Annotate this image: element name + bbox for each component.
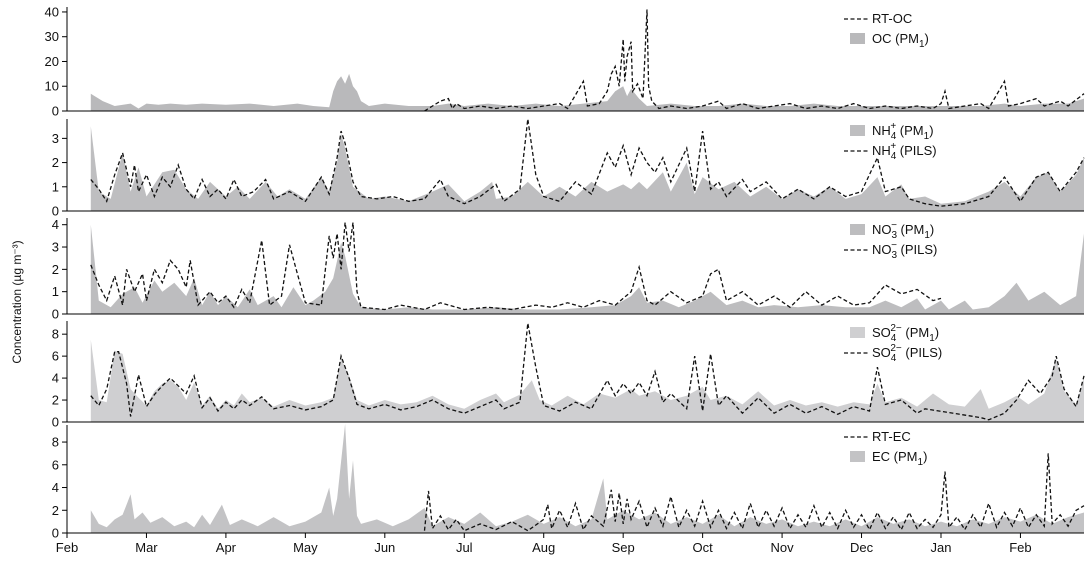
nh4-legend: NH4+ (PM1)NH4+ (PILS) (844, 121, 937, 162)
x-axis: Feb Mar Apr May Jun Jul Aug Sep Oct Nov Dec Jan Feb (56, 533, 1032, 555)
no3-legend-area-swatch (850, 224, 865, 235)
so4-legend-area-swatch (850, 327, 865, 338)
nh4-line-series (90, 118, 1085, 207)
oc-y-tick-label: 40 (45, 4, 59, 19)
x-tick-label: Mar (135, 540, 158, 555)
no3-line-series (90, 222, 942, 311)
no3-y-tick-label: 1 (52, 284, 59, 299)
ec-y-tick-label: 4 (52, 480, 59, 495)
y-axis-label: Concentration (µg m⁻³) (10, 240, 24, 363)
nh4-y-tick-label: 1 (52, 179, 59, 194)
x-tick-label: Nov (771, 540, 795, 555)
so4-legend: SO42− (PM1)SO42− (PILS) (844, 323, 942, 364)
so4-legend-line-label: SO42− (PILS) (872, 343, 942, 364)
oc-legend-area-label: OC (PM1) (872, 31, 929, 50)
x-tick-label: Aug (532, 540, 555, 555)
so4-y-tick-label: 0 (52, 415, 59, 430)
nh4-y-tick-label: 2 (52, 155, 59, 170)
ec-pm1-area (90, 423, 1085, 533)
oc-y-tick-label: 20 (45, 54, 59, 69)
no3-y-tick-label: 4 (52, 217, 59, 232)
nh4-legend-area-swatch (850, 125, 865, 136)
no3-pm1-area (90, 224, 1085, 314)
ec-legend: EC (PM1) RT-EC (844, 429, 927, 468)
x-tick-label: Oct (693, 540, 714, 555)
no3-y-tick-label: 2 (52, 262, 59, 277)
ec-y-tick-label: 8 (52, 435, 59, 450)
oc-legend-line-label: RT-OC (872, 11, 912, 26)
oc-line-series (424, 9, 1085, 112)
no3-legend-line-label: NO3− (PILS) (872, 240, 937, 261)
oc-pm1-area (90, 73, 1085, 111)
x-tick-label: Dec (850, 540, 874, 555)
so4-y-tick-label: 8 (52, 327, 59, 342)
nh4-pm1-area (90, 126, 1085, 211)
oc-y-tick-label: 30 (45, 29, 59, 44)
x-tick-label: Jun (374, 540, 395, 555)
panel-so4: 0 2 4 6 8 SO42− (PM1)SO42− (PILS) (52, 321, 1085, 430)
so4-y-tick-label: 6 (52, 349, 59, 364)
nh4-legend-line-label: NH4+ (PILS) (872, 141, 937, 162)
so4-line-series (90, 323, 1085, 421)
ec-legend-area-swatch (850, 451, 865, 462)
so4-y-tick-label: 4 (52, 371, 59, 386)
oc-y-tick-label: 10 (45, 79, 59, 94)
nh4-y-tick-label: 3 (52, 131, 59, 146)
x-tick-label: Jan (931, 540, 952, 555)
panel-no3: 0 1 2 3 4 NO3− (PM1)NO3− (PILS) (52, 217, 1085, 322)
x-tick-label: Jul (456, 540, 473, 555)
no3-legend-area-label: NO3− (PM1) (872, 220, 934, 241)
so4-y-tick-label: 2 (52, 393, 59, 408)
nh4-y-tick-label: 0 (52, 204, 59, 219)
panel-ec: 0 2 4 6 8 EC (PM1) RT-EC (52, 423, 1085, 541)
oc-legend: OC (PM1) RT-OC (844, 11, 929, 50)
oc-y-tick-label: 0 (52, 104, 59, 119)
panel-nh4: 0 1 2 3 NH4+ (PM1)NH4+ (PILS) (52, 118, 1085, 219)
no3-legend: NO3− (PM1)NO3− (PILS) (844, 220, 937, 261)
x-tick-label: Feb (1009, 540, 1031, 555)
ec-y-tick-label: 0 (52, 526, 59, 541)
x-tick-label: Apr (216, 540, 237, 555)
oc-legend-area-swatch (850, 33, 865, 44)
ec-y-tick-label: 6 (52, 457, 59, 472)
ec-legend-line-label: RT-EC (872, 429, 911, 444)
x-tick-label: May (293, 540, 318, 555)
ec-legend-area-label: EC (PM1) (872, 449, 927, 468)
ec-y-tick-label: 2 (52, 503, 59, 518)
x-tick-label: Sep (612, 540, 635, 555)
panel-oc: 0 10 20 30 40 OC (PM1) RT-OC (45, 4, 1085, 119)
so4-legend-area-label: SO42− (PM1) (872, 323, 939, 344)
so4-pm1-area (90, 339, 1085, 422)
no3-y-tick-label: 0 (52, 307, 59, 322)
x-tick-label: Feb (56, 540, 78, 555)
no3-y-tick-label: 3 (52, 240, 59, 255)
nh4-legend-area-label: NH4+ (PM1) (872, 121, 934, 142)
